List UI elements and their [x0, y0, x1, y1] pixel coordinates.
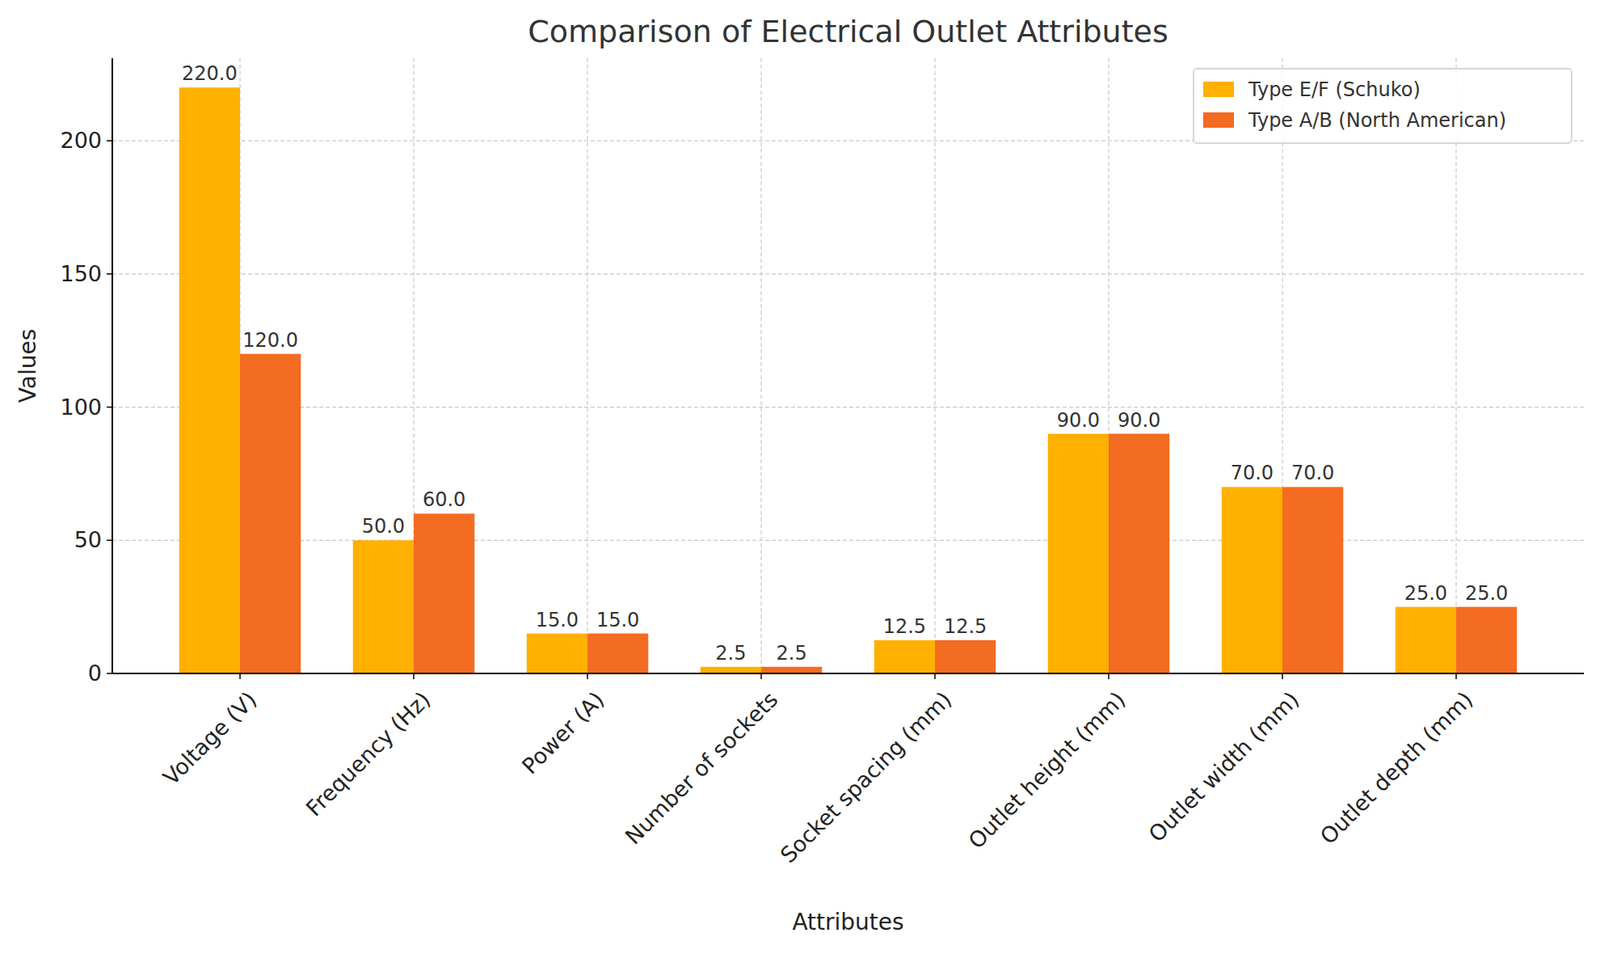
data-label: 12.5: [943, 614, 987, 638]
y-tick: [106, 139, 113, 142]
y-tick: [106, 539, 113, 542]
y-tick-label: 0: [88, 660, 102, 686]
bar: [1221, 486, 1283, 674]
data-label: 25.0: [1465, 581, 1508, 605]
data-label: 25.0: [1404, 581, 1448, 605]
legend-swatch: [1203, 112, 1234, 128]
data-label: 120.0: [242, 328, 299, 352]
x-tick-label: Outlet depth (mm): [1314, 686, 1478, 849]
bar: [1108, 433, 1170, 674]
bar: [761, 666, 822, 674]
grid-line-x: [586, 58, 588, 674]
legend-label: Type A/B (North American): [1247, 109, 1507, 132]
grid-line-x: [760, 58, 762, 674]
y-tick: [106, 672, 113, 674]
data-label: 2.5: [776, 641, 808, 665]
data-label: 60.0: [422, 488, 466, 511]
legend-swatch: [1203, 81, 1234, 97]
x-tick: [1281, 673, 1284, 679]
bar: [1282, 486, 1344, 674]
bar: [1456, 606, 1517, 674]
grid-line-x: [934, 58, 935, 674]
data-label: 70.0: [1291, 461, 1335, 485]
x-tick-label: Frequency (Hz): [301, 686, 436, 821]
data-label: 220.0: [181, 62, 238, 85]
grid-line: [112, 539, 1584, 541]
data-label: 50.0: [362, 514, 405, 538]
y-axis: [111, 58, 114, 674]
data-label: 15.0: [596, 608, 640, 632]
bar: [413, 513, 475, 674]
x-tick-label: Number of sockets: [620, 686, 784, 849]
x-tick: [1107, 673, 1110, 679]
x-tick: [1455, 673, 1457, 679]
y-tick-label: 150: [59, 261, 102, 287]
bar: [179, 87, 240, 674]
bar: [700, 666, 762, 674]
legend: Type E/F (Schuko) Type A/B (North America…: [1193, 68, 1572, 144]
x-tick: [586, 673, 589, 679]
bar: [874, 640, 935, 674]
bar: [1395, 606, 1457, 674]
bars: [179, 87, 1517, 674]
legend-box: [1193, 68, 1572, 144]
y-tick-label: 100: [59, 394, 102, 420]
x-tick-label: Voltage (V): [158, 686, 262, 790]
data-label: 2.5: [715, 641, 746, 665]
bar: [587, 633, 649, 674]
bar: [526, 633, 588, 674]
x-tick: [239, 673, 241, 679]
x-tick-label: Power (A): [517, 686, 610, 779]
bar: [934, 640, 996, 674]
chart: 220.0 50.0 15.0 2.5 12.5 90.0 70.0 25.0 120.0 60.…: [0, 0, 1600, 954]
data-label: 90.0: [1056, 408, 1100, 432]
data-label: 70.0: [1230, 461, 1274, 485]
y-axis-label: Values: [14, 328, 42, 403]
x-axis-label: Attributes: [791, 908, 904, 935]
grid-line: [112, 406, 1584, 408]
x-tick: [760, 673, 763, 679]
data-label: 15.0: [535, 608, 579, 632]
x-tick: [412, 673, 415, 679]
y-tick: [106, 406, 113, 409]
x-tick-label: Outlet height (mm): [963, 686, 1130, 853]
bar: [1048, 433, 1109, 674]
x-tick-label: Outlet width (mm): [1143, 686, 1304, 847]
bar: [353, 539, 414, 674]
x-tick: [934, 673, 936, 679]
data-label: 12.5: [883, 614, 927, 638]
grid-line: [112, 672, 1584, 674]
y-tick: [106, 273, 113, 275]
bar: [240, 353, 301, 674]
data-label: 90.0: [1117, 408, 1161, 432]
y-tick-label: 200: [59, 127, 102, 153]
title: Comparison of Electrical Outlet Attribut…: [527, 13, 1168, 50]
y-tick-label: 50: [74, 526, 102, 552]
legend-label: Type E/F (Schuko): [1247, 78, 1421, 102]
x-axis: [112, 672, 1584, 674]
grid-line-x: [1455, 58, 1457, 674]
grid-line: [112, 273, 1584, 274]
x-tick-label: Socket spacing (mm): [775, 686, 957, 868]
